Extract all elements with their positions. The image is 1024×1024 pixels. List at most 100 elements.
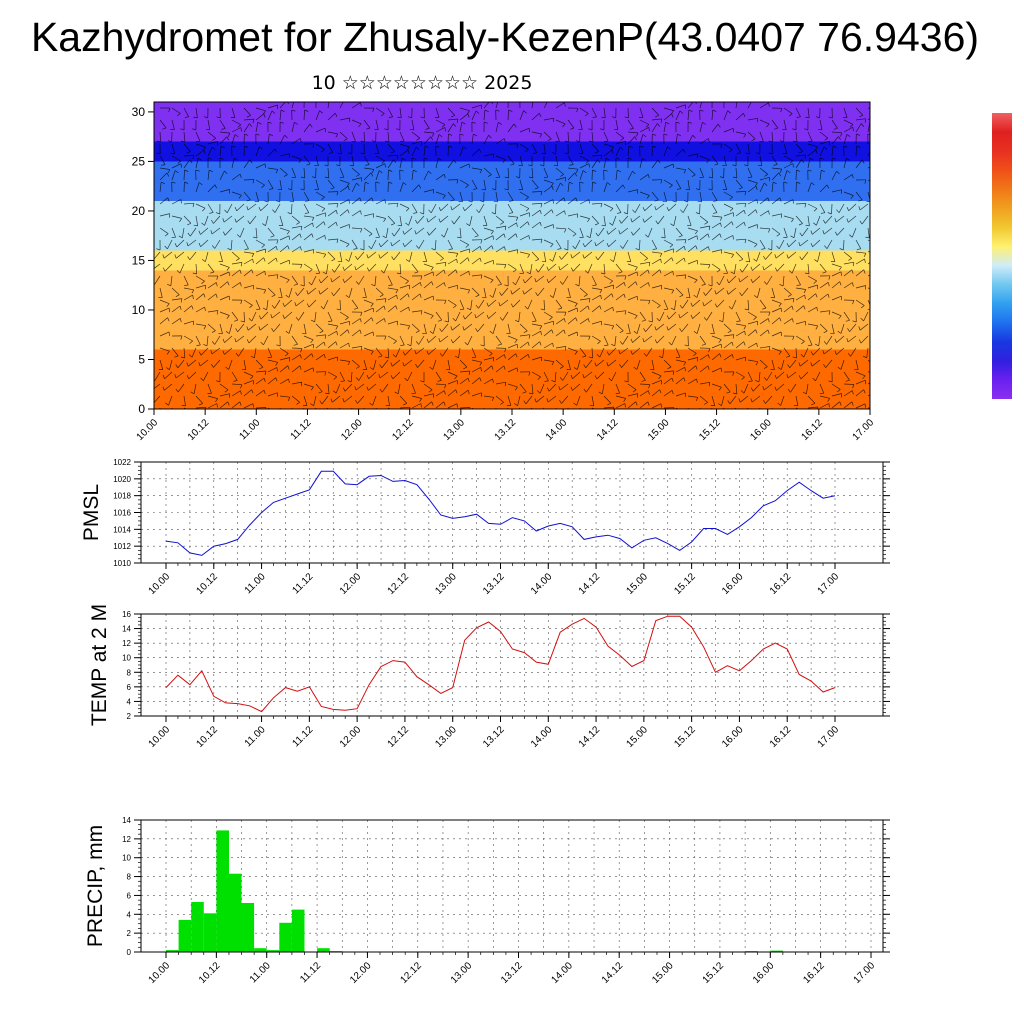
wind-barb-flag <box>440 258 444 261</box>
wind-barb-flag <box>594 362 597 367</box>
wind-barb-flag <box>819 157 824 160</box>
wind-barb <box>622 335 629 345</box>
wind-barb <box>747 329 756 337</box>
wind-barb <box>502 311 509 321</box>
wind-barb <box>771 167 782 170</box>
wind-barb-flag <box>719 233 722 238</box>
wind-barb <box>507 155 515 165</box>
wind-barb-flag <box>843 145 848 148</box>
wind-barb-flag <box>646 195 650 199</box>
wind-barb <box>207 323 216 331</box>
wind-barb <box>267 134 270 145</box>
wind-barb-flag <box>259 146 263 150</box>
wind-barb-flag <box>167 283 171 287</box>
wind-barb <box>351 227 363 230</box>
wind-barb <box>759 102 769 109</box>
wind-barb-flag <box>248 318 253 322</box>
y-tick-label: 1018 <box>113 492 131 501</box>
wind-barb-flag <box>413 212 418 214</box>
wind-barb-flag <box>834 338 837 343</box>
wind-barb <box>567 172 576 181</box>
wind-barb-flag <box>692 134 696 139</box>
wind-barb <box>207 170 210 181</box>
wind-barb-flag <box>860 305 865 309</box>
wind-barb-flag <box>371 283 376 287</box>
wind-barb <box>591 305 600 313</box>
wind-barb <box>239 227 245 238</box>
wind-barb-flag <box>360 228 363 233</box>
wind-barb-flag <box>551 209 554 214</box>
wind-barb-flag <box>480 239 483 244</box>
wind-barb-flag <box>390 151 395 154</box>
wind-barb <box>266 299 269 310</box>
wind-barb-flag <box>175 364 179 369</box>
wind-barb-flag <box>186 242 189 247</box>
wind-barb-flag <box>811 182 815 186</box>
wind-barb <box>231 127 242 133</box>
wind-barb <box>867 239 870 242</box>
wind-barb-flag <box>790 235 795 239</box>
wind-barb-flag <box>852 384 855 389</box>
wind-barb-flag <box>779 140 784 143</box>
wind-barb <box>195 107 198 118</box>
wind-barb <box>260 311 269 320</box>
y-tick-label: 15 <box>132 253 146 267</box>
wind-barb-flag <box>642 134 647 138</box>
wind-barb-flag <box>444 127 446 132</box>
wind-barb <box>459 389 469 397</box>
wind-barb-flag <box>623 293 626 298</box>
wind-barb <box>363 197 373 205</box>
wind-barb <box>843 174 853 181</box>
wind-barb <box>559 383 569 391</box>
wind-barb-flag <box>210 230 213 235</box>
wind-barb <box>219 311 230 316</box>
wind-barb-flag <box>641 319 646 322</box>
wind-barb <box>417 359 425 368</box>
wind-barb <box>164 371 173 379</box>
wind-barb <box>531 238 543 241</box>
wind-barb <box>543 299 545 311</box>
wind-barb-flag <box>179 305 182 310</box>
wind-barb <box>351 345 362 349</box>
wind-barb <box>603 182 608 193</box>
wind-barb <box>471 287 480 296</box>
wind-barb <box>696 323 701 334</box>
wind-barb <box>531 311 537 322</box>
wind-barb-flag <box>560 182 564 187</box>
y-tick-label: 0 <box>127 948 132 957</box>
x-tick-label: 16.00 <box>720 724 746 750</box>
wind-barb-flag <box>184 169 189 172</box>
wind-barb <box>387 107 394 118</box>
wind-barb <box>154 371 161 381</box>
x-tick-label: 16.12 <box>768 571 794 597</box>
wind-barb <box>687 365 697 373</box>
wind-barb-flag <box>635 248 640 251</box>
wind-barb-flag <box>318 391 323 394</box>
wind-barb <box>823 347 833 355</box>
wind-barb <box>219 136 228 145</box>
wind-barb <box>291 275 298 285</box>
wind-barb <box>255 270 265 277</box>
wind-barb-flag <box>632 389 637 393</box>
wind-barb-flag <box>588 199 590 204</box>
wind-barb <box>435 191 446 196</box>
wind-barb <box>447 107 456 116</box>
wind-barb <box>219 271 230 277</box>
wind-barb <box>200 227 209 235</box>
wind-barb-flag <box>678 314 681 319</box>
wind-barb <box>447 371 458 377</box>
wind-barb-flag <box>342 387 346 392</box>
wind-barb <box>711 191 718 201</box>
wind-barb-flag <box>673 407 675 409</box>
wind-barb-flag <box>777 367 782 370</box>
wind-barb <box>387 305 396 313</box>
y-axis-label: PRECIP, mm <box>84 825 107 947</box>
wind-barb <box>171 107 181 114</box>
wind-barb-flag <box>609 280 613 284</box>
wind-barb-flag <box>549 414 552 417</box>
wind-barb <box>747 371 753 382</box>
wind-barb <box>303 383 314 388</box>
wind-barb <box>651 159 659 169</box>
wind-barb <box>373 359 377 370</box>
